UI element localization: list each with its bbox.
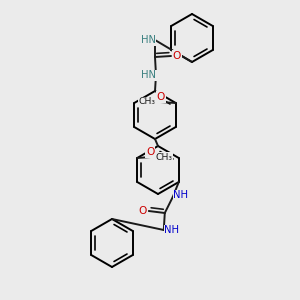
- Text: O: O: [146, 147, 154, 157]
- Text: O: O: [173, 51, 181, 61]
- Text: HN: HN: [140, 35, 155, 45]
- Text: O: O: [157, 92, 165, 102]
- Text: CH₃: CH₃: [138, 98, 155, 106]
- Text: CH₃: CH₃: [156, 152, 173, 161]
- Text: NH: NH: [164, 225, 179, 235]
- Text: NH: NH: [173, 190, 188, 200]
- Text: HN: HN: [142, 70, 157, 80]
- Text: O: O: [139, 206, 147, 216]
